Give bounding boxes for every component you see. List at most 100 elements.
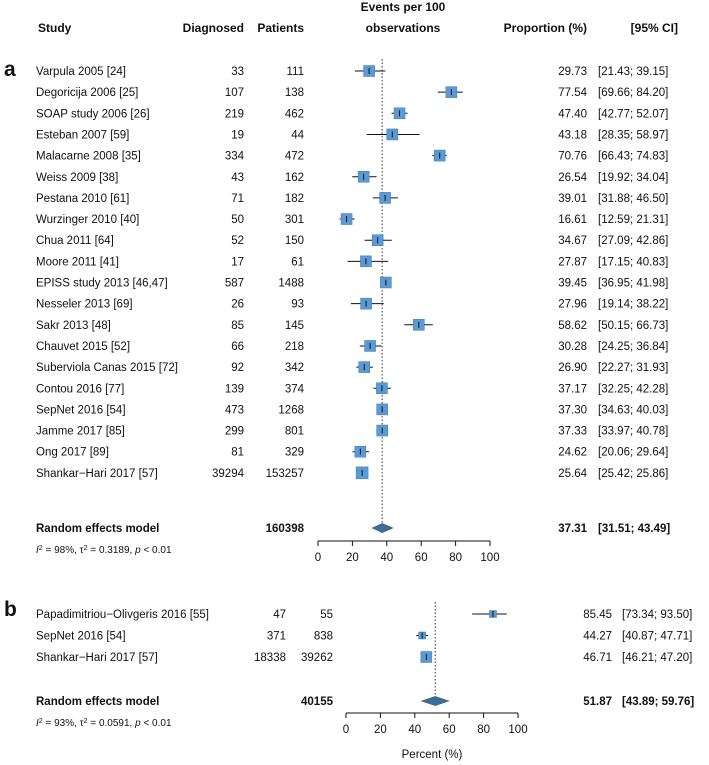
ci-value: [19.14; 38.22] (598, 299, 668, 311)
x-axis-label-b: Percent (%) (402, 749, 463, 761)
study-label: EPISS study 2013 [46,47] (36, 278, 168, 290)
pooled-label: Random effects model (36, 523, 159, 535)
patients-value: 111 (287, 66, 304, 78)
study-label: Jamme 2017 [85] (36, 426, 125, 438)
x-tick-label: 20 (374, 724, 387, 736)
diagnosed-value: 39294 (212, 468, 245, 480)
ci-value: [31.88; 46.50] (598, 193, 668, 205)
study-label: Pestana 2010 [61] (36, 193, 129, 205)
patients-value: 301 (285, 214, 304, 226)
x-tick-label: 40 (380, 552, 393, 564)
pooled-proportion: 37.31 (558, 523, 587, 535)
patients-value: 374 (285, 383, 305, 395)
study-label: Suberviola Canas 2015 [72] (36, 362, 178, 374)
ci-value: [33.97; 40.78] (598, 426, 668, 438)
patients-value: 61 (291, 256, 304, 268)
patients-value: 145 (285, 320, 304, 332)
ci-value: [24.25; 36.84] (598, 341, 668, 353)
x-tick-label: 80 (449, 552, 462, 564)
proportion-value: 47.40 (558, 108, 587, 120)
ci-value: [12.59; 21.31] (598, 214, 668, 226)
proportion-value: 39.01 (558, 193, 587, 205)
proportion-value: 29.73 (558, 66, 587, 78)
ci-value: [20.06; 29.64] (598, 447, 668, 459)
diagnosed-value: 52 (231, 235, 244, 247)
study-label: Weiss 2009 [38] (36, 172, 118, 184)
diagnosed-value: 219 (225, 108, 244, 120)
x-tick-label: 40 (408, 724, 421, 736)
pooled-ci: [31.51; 43.49] (598, 523, 670, 535)
proportion-value: 30.28 (558, 341, 587, 353)
header-diagnosed: Diagnosed (183, 21, 244, 35)
header-ci: [95% CI] (631, 21, 678, 35)
ci-value: [42.77; 52.07] (598, 108, 668, 120)
diagnosed-value: 139 (225, 383, 244, 395)
panel-label-b: b (4, 598, 17, 621)
header-events-line1: Events per 100 (361, 0, 446, 14)
ci-value: [40.87; 47.71] (622, 631, 692, 643)
patients-value: 329 (285, 447, 304, 459)
proportion-value: 25.64 (558, 468, 587, 480)
diagnosed-value: 18338 (254, 652, 286, 664)
patients-value: 153257 (266, 468, 304, 480)
study-label: Chua 2011 [64] (36, 235, 114, 247)
x-tick-label: 20 (346, 552, 359, 564)
x-tick-label: 100 (508, 724, 527, 736)
patients-value: 342 (285, 362, 304, 374)
pooled-patients: 160398 (266, 523, 305, 535)
x-tick-label: 0 (343, 724, 349, 736)
pooled-diamond (420, 696, 450, 706)
proportion-value: 77.54 (558, 87, 587, 99)
proportion-value: 46.71 (583, 652, 612, 664)
diagnosed-value: 19 (231, 129, 244, 141)
ci-value: [46.21; 47.20] (622, 652, 692, 664)
proportion-value: 26.90 (558, 362, 587, 374)
ci-value: [66.43; 74.83] (598, 151, 668, 163)
diagnosed-value: 587 (225, 278, 244, 290)
panel-label-a: a (4, 58, 16, 81)
header-events-line2: observations (366, 21, 441, 35)
patients-value: 218 (285, 341, 304, 353)
study-label: Chauvet 2015 [52] (36, 341, 130, 353)
x-tick-label: 60 (443, 724, 456, 736)
ci-value: [32.25; 42.28] (598, 383, 668, 395)
proportion-value: 34.67 (558, 235, 587, 247)
pooled-proportion: 51.87 (583, 696, 612, 708)
study-label: Wurzinger 2010 [40] (36, 214, 139, 226)
patients-value: 838 (314, 631, 333, 643)
forest-panel-a: Varpula 2005 [24] 33 111 29.73 [21.43; 39.15… (36, 59, 670, 564)
study-label: Sakr 2013 [48] (36, 320, 111, 332)
header-patients: Patients (257, 21, 304, 35)
ci-value: [27.09; 42.86] (598, 235, 668, 247)
proportion-value: 37.17 (558, 383, 587, 395)
pooled-patients: 40155 (301, 696, 334, 708)
diagnosed-value: 334 (225, 151, 245, 163)
pooled-diamond (371, 523, 394, 533)
proportion-value: 26.54 (558, 172, 587, 184)
x-tick-label: 0 (315, 552, 321, 564)
study-label: SepNet 2016 [54] (36, 404, 126, 416)
diagnosed-value: 50 (231, 214, 244, 226)
patients-value: 55 (320, 609, 333, 621)
diagnosed-value: 85 (231, 320, 244, 332)
pooled-ci: [43.89; 59.76] (622, 696, 694, 708)
study-label: Malacarne 2008 [35] (36, 151, 141, 163)
ci-value: [25.42; 25.86] (598, 468, 668, 480)
diagnosed-value: 473 (225, 404, 244, 416)
study-label: SepNet 2016 [54] (36, 631, 126, 643)
diagnosed-value: 107 (225, 87, 244, 99)
proportion-value: 37.30 (558, 404, 587, 416)
diagnosed-value: 47 (273, 609, 286, 621)
ci-value: [50.15; 66.73] (598, 320, 668, 332)
ci-value: [22.27; 31.93] (598, 362, 668, 374)
proportion-value: 85.45 (583, 609, 612, 621)
patients-value: 182 (285, 193, 304, 205)
patients-value: 801 (285, 426, 304, 438)
proportion-value: 16.61 (558, 214, 587, 226)
diagnosed-value: 66 (231, 341, 244, 353)
proportion-value: 44.27 (583, 631, 612, 643)
header-study: Study (38, 21, 72, 35)
proportion-value: 43.18 (558, 129, 587, 141)
proportion-value: 27.87 (558, 256, 587, 268)
study-label: Degoricija 2006 [25] (36, 87, 138, 99)
